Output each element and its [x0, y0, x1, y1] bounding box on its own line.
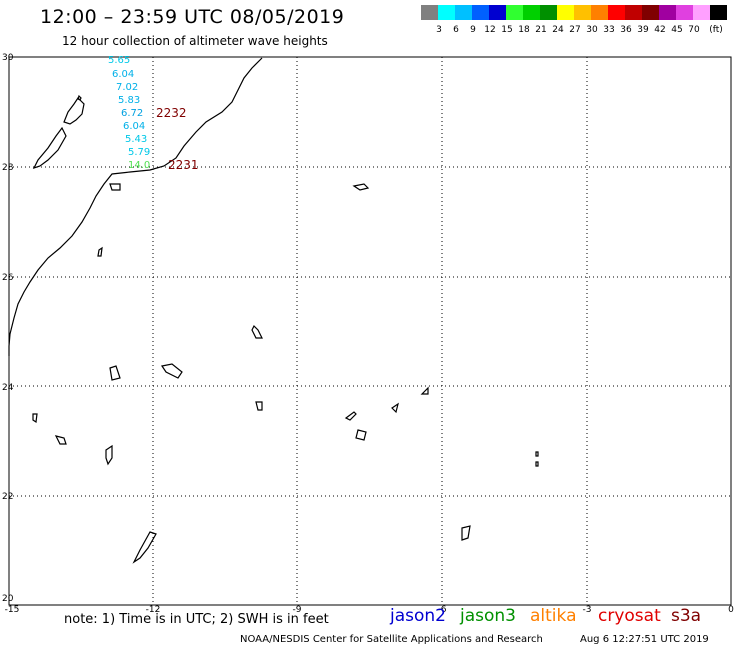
latitude-labels: 30 28 26 24 22 20: [2, 53, 14, 604]
island-lanzarote: [63, 97, 85, 125]
scale-swatch: [659, 5, 676, 20]
map-subtitle: 12 hour collection of altimeter wave hei…: [62, 34, 328, 48]
wave-reading: 6.04: [123, 121, 145, 132]
legend-altika: altika: [530, 606, 577, 626]
scale-swatch: [710, 5, 727, 20]
island-255-330: [251, 324, 263, 339]
wave-reading: 5.83: [118, 95, 140, 106]
lon-label: -15: [5, 605, 20, 615]
lat-label: 28: [2, 163, 14, 173]
scale-label: 3: [436, 25, 442, 35]
island-60-440: [54, 435, 67, 445]
african-coastline: [8, 57, 263, 356]
scale-swatch: [540, 5, 557, 20]
island-small-north: [77, 94, 82, 101]
scale-label: 27: [569, 25, 581, 35]
island-110-370: [109, 365, 121, 381]
footer-note: note: 1) Time is in UTC; 2) SWH is in fe…: [64, 612, 329, 627]
scale-swatch: [489, 5, 506, 20]
scale-label: 36: [620, 25, 632, 35]
scale-swatch: [676, 5, 693, 20]
island-108-455: [105, 444, 113, 466]
longitude-labels: -15 -12 -9 -6 -3 0: [5, 605, 734, 615]
legend-s3a: s3a: [671, 606, 702, 626]
scale-swatch: [472, 5, 489, 20]
scale-label: 21: [535, 25, 547, 35]
lat-label: 24: [2, 383, 14, 393]
lon-label: -12: [146, 605, 161, 615]
island-fuerteventura: [32, 126, 67, 170]
scale-label: 70: [688, 25, 700, 35]
wave-reading: 5.65: [108, 55, 130, 66]
lat-label: 30: [2, 53, 14, 63]
scale-swatch: [693, 5, 710, 20]
island-258-405: [255, 401, 263, 411]
scale-label: 9: [470, 25, 476, 35]
scale-label: 45: [671, 25, 683, 35]
track-time-label: 2232: [156, 106, 187, 120]
map-title: 12:00 – 23:59 UTC 08/05/2019: [40, 6, 345, 28]
scale-swatch: [421, 5, 438, 20]
island-355-185: [352, 183, 370, 191]
scale-label: 39: [637, 25, 649, 35]
scale-unit: (ft): [709, 25, 723, 35]
scale-swatch: [438, 5, 455, 20]
scale-swatch: [557, 5, 574, 20]
wave-reading: 7.02: [116, 82, 138, 93]
wave-readings: 5.65 6.04 7.02 5.83 6.72 6.04 5.43 5.79 …: [108, 55, 150, 171]
scale-label: 24: [552, 25, 564, 35]
legend-jason3: jason3: [460, 606, 516, 626]
island-coast-islet: [109, 183, 121, 191]
track-time-labels: 2232 2231: [156, 106, 199, 172]
legend-jason2: jason2: [390, 606, 446, 626]
island-350-415: [344, 411, 357, 421]
island-465-533: [461, 525, 471, 541]
lon-label: -3: [583, 605, 592, 615]
scale-swatch: [523, 5, 540, 20]
legend-cryosat: cryosat: [598, 606, 661, 626]
track-time-label: 2231: [168, 158, 199, 172]
scale-label: 12: [484, 25, 496, 35]
island-360-435: [355, 429, 367, 441]
island-537-465: [535, 461, 539, 467]
wave-reading: 6.72: [121, 108, 143, 119]
scale-label: 33: [603, 25, 615, 35]
scale-swatch: [608, 5, 625, 20]
scale-swatch: [642, 5, 659, 20]
island-537-455: [535, 451, 539, 457]
scale-label: 42: [654, 25, 666, 35]
scale-swatch: [455, 5, 472, 20]
islands: [32, 94, 539, 564]
lon-label: 0: [728, 605, 734, 615]
wave-reading: 5.43: [125, 134, 147, 145]
scale-swatch: [506, 5, 523, 20]
island-35-418: [32, 413, 38, 424]
wave-reading: 14.0: [128, 160, 150, 171]
scale-swatch: [625, 5, 642, 20]
generated-timestamp: Aug 6 12:27:51 UTC 2019: [580, 634, 709, 645]
scale-label: 6: [453, 25, 459, 35]
island-145-545: [132, 531, 157, 564]
lon-label: -9: [293, 605, 302, 615]
scale-swatch: [574, 5, 591, 20]
island-165-370: [161, 363, 183, 379]
lat-label: 22: [2, 492, 13, 502]
scale-label: 15: [501, 25, 513, 35]
map-frame: [8, 56, 732, 606]
scale-swatch: [591, 5, 608, 20]
island-425-393: [420, 386, 429, 395]
scale-label: 18: [518, 25, 530, 35]
island-395-410: [391, 402, 399, 414]
credit-line: NOAA/NESDIS Center for Satellite Applica…: [240, 634, 543, 645]
lat-label: 20: [2, 594, 14, 604]
wave-reading: 5.79: [128, 147, 150, 158]
wave-reading: 6.04: [112, 69, 134, 80]
graticule: [9, 57, 731, 605]
island-98-250: [97, 246, 103, 257]
lon-label: -6: [438, 605, 447, 615]
scale-label: 30: [586, 25, 598, 35]
lat-label: 26: [2, 273, 14, 283]
